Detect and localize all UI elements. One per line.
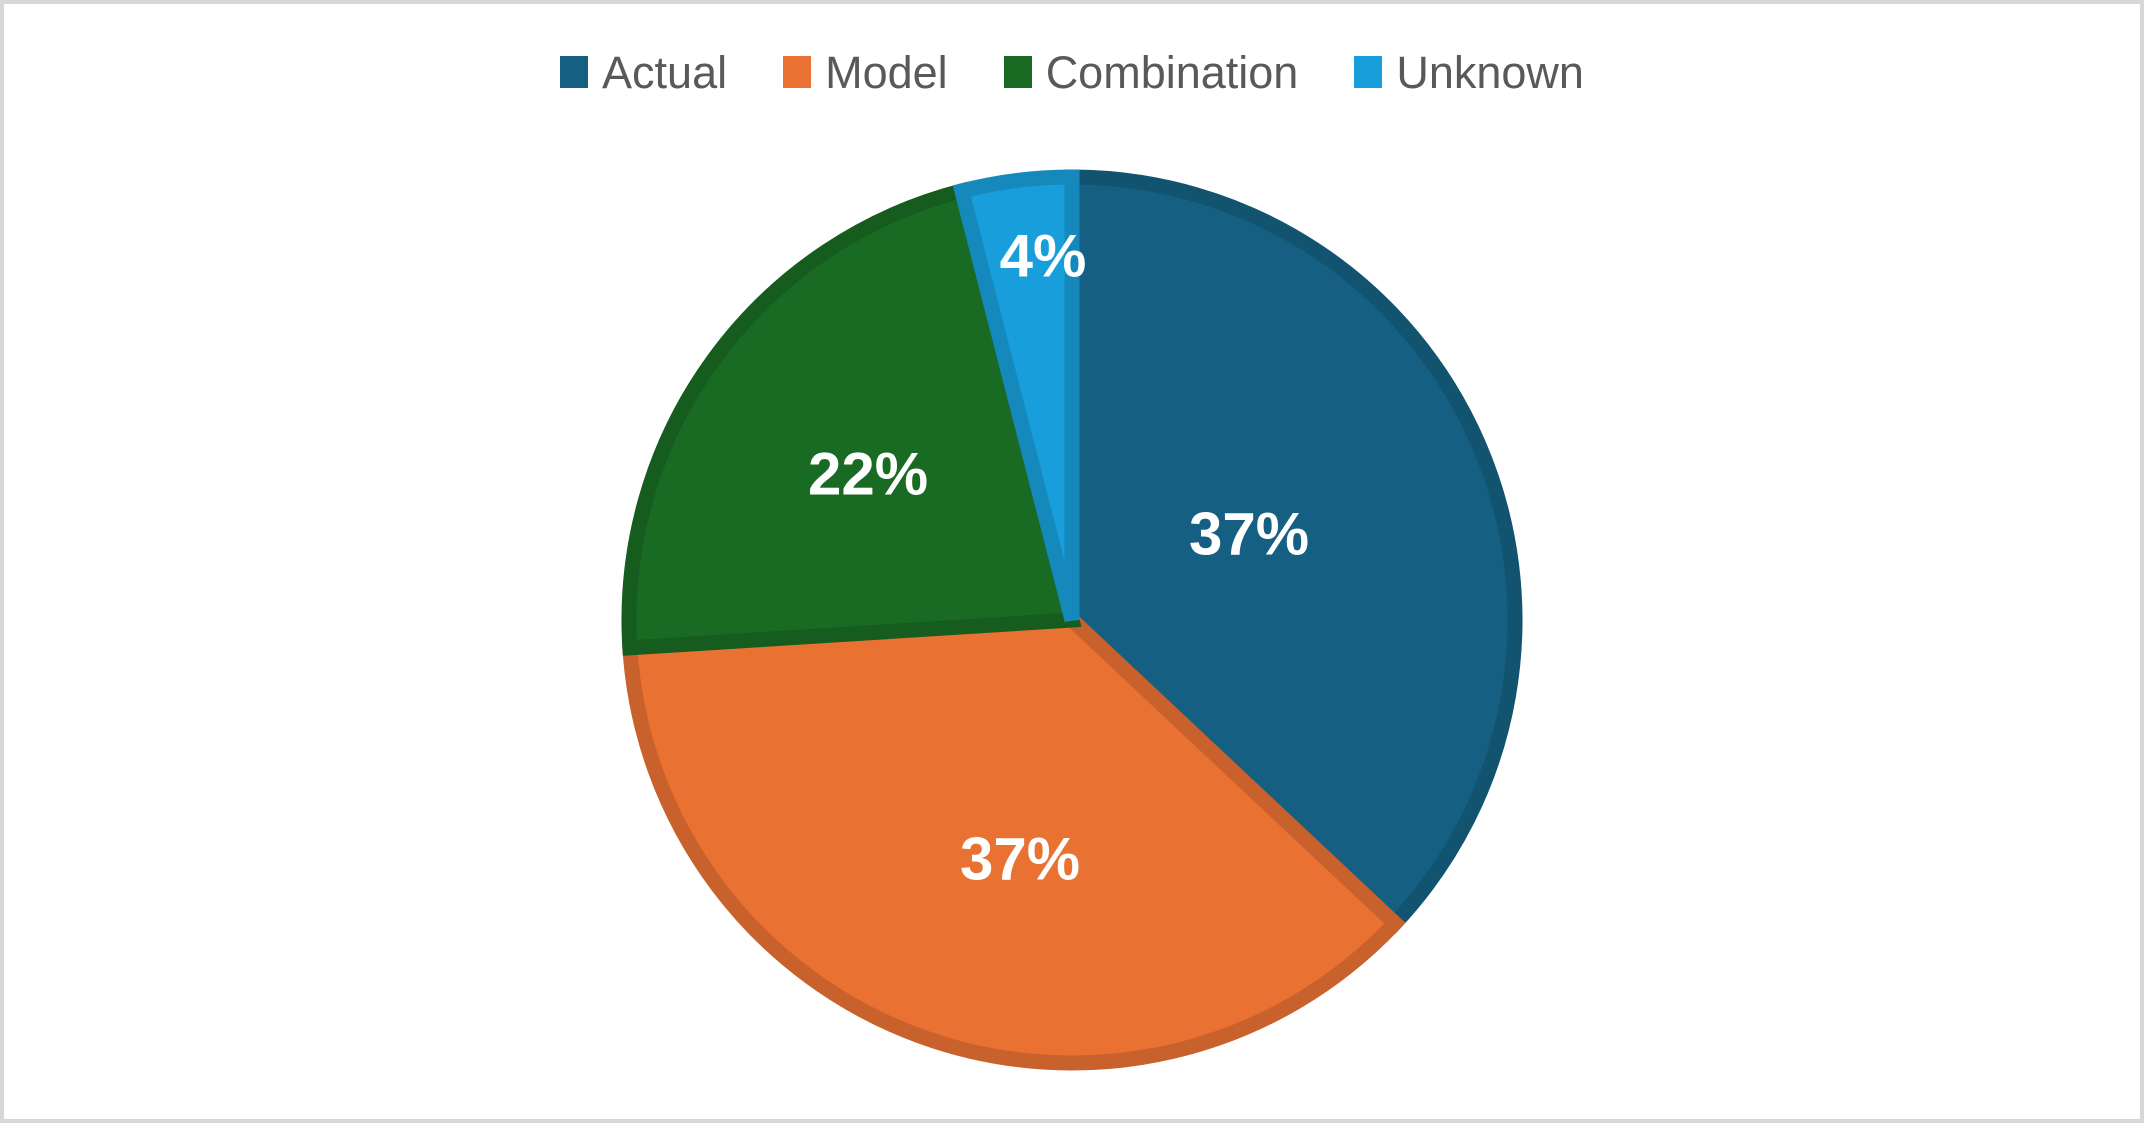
- pie-slice-actual[interactable]: [1064, 169, 1523, 934]
- data-label-model: 37%: [960, 826, 1080, 893]
- data-label-actual: 37%: [1189, 501, 1309, 568]
- legend-swatch-unknown: [1354, 56, 1383, 88]
- data-label-combination: 22%: [808, 441, 928, 508]
- chart-legend: Actual Model Combination Unknown: [0, 42, 2144, 102]
- legend-label-combination: Combination: [1045, 46, 1299, 98]
- legend-item-actual[interactable]: Actual: [560, 50, 727, 95]
- pie-slice-unknown[interactable]: [952, 169, 1080, 622]
- pie-slice-combination[interactable]: [621, 181, 1082, 656]
- data-label-unknown: 4%: [1000, 223, 1087, 290]
- legend-item-model[interactable]: Model: [783, 50, 948, 95]
- pie-slice-model[interactable]: [621, 612, 1406, 1071]
- legend-item-unknown[interactable]: Unknown: [1354, 50, 1584, 95]
- legend-swatch-model: [783, 56, 812, 88]
- legend-label-actual: Actual: [602, 46, 728, 98]
- legend-swatch-actual: [560, 56, 589, 88]
- legend-label-unknown: Unknown: [1396, 46, 1584, 98]
- legend-label-model: Model: [825, 46, 948, 98]
- legend-swatch-combination: [1003, 56, 1032, 88]
- legend-item-combination[interactable]: Combination: [1003, 46, 1299, 98]
